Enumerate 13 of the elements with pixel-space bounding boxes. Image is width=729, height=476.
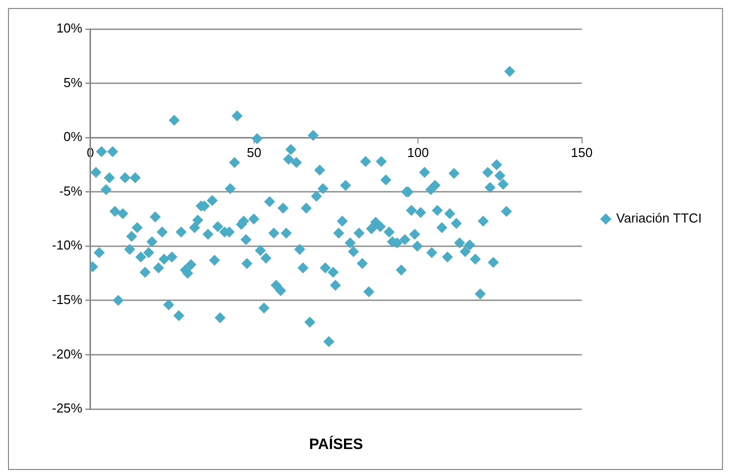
- x-tick-label: 150: [570, 144, 593, 160]
- y-tick-label: -15%: [52, 292, 83, 308]
- y-tick-label: -10%: [52, 238, 83, 253]
- y-tick-label: 0%: [64, 129, 83, 144]
- y-tick-label: 10%: [56, 20, 83, 36]
- x-tick-label: 100: [407, 144, 429, 160]
- x-axis-title: PAÍSES: [309, 435, 364, 454]
- legend-label: Variación TTCI: [616, 210, 702, 226]
- y-tick-label: -20%: [52, 346, 83, 362]
- y-tick-label: 5%: [64, 74, 83, 90]
- y-tick-label: -25%: [52, 400, 83, 416]
- x-tick-label: 50: [246, 144, 262, 160]
- y-tick-label: -5%: [59, 183, 83, 198]
